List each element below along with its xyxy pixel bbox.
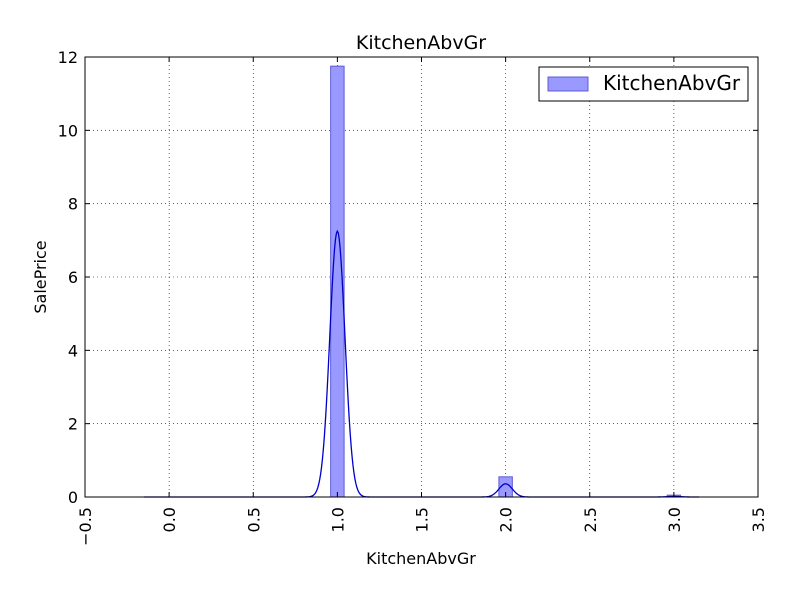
- x-tick-label: 0.5: [244, 507, 263, 532]
- x-tick-label: −0.5: [76, 507, 95, 546]
- legend: KitchenAbvGr: [538, 66, 749, 102]
- x-tick-label: 2.0: [497, 507, 516, 532]
- y-tick-label: 10: [58, 121, 78, 140]
- y-axis-label: SalePrice: [31, 240, 50, 313]
- x-tick-label: 2.5: [581, 507, 600, 532]
- x-tick-label: 0.0: [160, 507, 179, 532]
- y-tick-label: 4: [68, 341, 78, 360]
- x-tick-label: 1.0: [328, 507, 347, 532]
- legend-swatch: [547, 76, 589, 92]
- grid-lines: [85, 57, 758, 497]
- y-tick-label: 6: [68, 268, 78, 287]
- y-tick-label: 0: [68, 488, 78, 507]
- y-tick-label: 2: [68, 415, 78, 434]
- x-tick-label: 3.0: [665, 507, 684, 532]
- y-axis: 0 2 4 6 8 10 12: [58, 48, 758, 507]
- x-axis: −0.5 0.0 0.5 1.0 1.5 2.0 2.5 3.0 3.5: [76, 57, 768, 546]
- y-tick-label: 12: [58, 48, 78, 67]
- x-tick-label: 1.5: [413, 507, 432, 532]
- legend-label: KitchenAbvGr: [603, 71, 741, 95]
- x-tick-label: 3.5: [749, 507, 768, 532]
- chart-title: KitchenAbvGr: [356, 32, 486, 54]
- x-axis-label: KitchenAbvGr: [366, 549, 476, 568]
- y-tick-label: 8: [68, 195, 78, 214]
